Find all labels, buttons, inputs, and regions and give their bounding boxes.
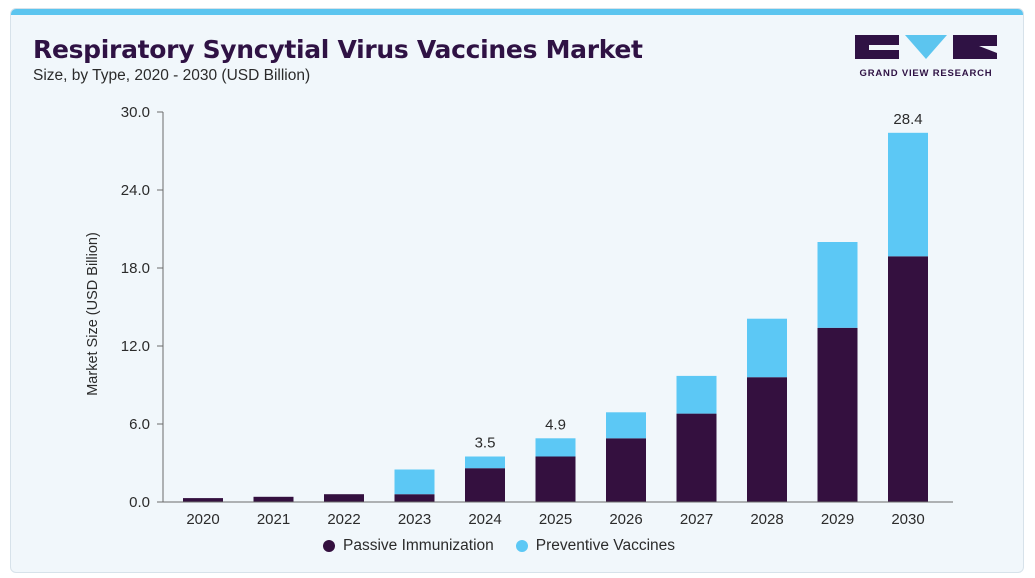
bar-preventive-2026 xyxy=(606,412,646,439)
bar-preventive-2027 xyxy=(676,375,717,414)
bar-preventive-2029 xyxy=(817,242,858,328)
x-tick-label: 2023 xyxy=(398,511,431,528)
chart-subtitle: Size, by Type, 2020 - 2030 (USD Billion) xyxy=(33,67,311,84)
legend-label-preventive: Preventive Vaccines xyxy=(535,537,676,554)
x-tick-label: 2029 xyxy=(821,511,854,528)
chart-card: Respiratory Syncytial Virus Vaccines Mar… xyxy=(10,8,1024,573)
legend-swatch-preventive xyxy=(515,540,528,552)
bar-preventive-2025 xyxy=(535,438,576,457)
bar-passive-2027 xyxy=(676,413,717,502)
logo-mark-icon xyxy=(855,35,997,59)
x-tick-label: 2028 xyxy=(750,511,783,528)
bar-preventive-2028 xyxy=(747,318,787,378)
x-tick-label: 2020 xyxy=(186,511,219,528)
y-axis-label: Market Size (USD Billion) xyxy=(85,232,101,396)
x-tick-label: 2030 xyxy=(891,511,924,528)
y-tick-label: 18.0 xyxy=(121,260,150,277)
x-tick-label: 2027 xyxy=(680,511,713,528)
bar-passive-2020 xyxy=(183,498,223,502)
legend-item-preventive: Preventive Vaccines xyxy=(515,537,676,555)
bar-passive-2026 xyxy=(606,438,646,502)
x-tick-label: 2021 xyxy=(257,511,290,528)
legend-item-passive: Passive Immunization xyxy=(323,537,494,555)
x-tick-label: 2026 xyxy=(609,511,642,528)
y-tick-label: 0.0 xyxy=(129,494,150,511)
accent-bar xyxy=(11,9,1023,15)
bar-passive-2029 xyxy=(817,327,858,502)
bar-passive-2023 xyxy=(394,494,435,502)
bar-passive-2024 xyxy=(465,468,505,502)
data-label-2024: 3.5 xyxy=(475,435,496,452)
y-tick-label: 12.0 xyxy=(121,338,150,355)
chart-legend: Passive Immunization Preventive Vaccines xyxy=(323,537,675,555)
x-tick-label: 2022 xyxy=(327,511,360,528)
bar-preventive-2023 xyxy=(394,469,435,495)
legend-swatch-passive xyxy=(323,540,335,552)
legend-label-passive: Passive Immunization xyxy=(343,537,494,554)
grand-view-research-logo: GRAND VIEW RESEARCH xyxy=(855,35,997,83)
chart-title: Respiratory Syncytial Virus Vaccines Mar… xyxy=(33,35,643,64)
bar-passive-2021 xyxy=(253,496,294,502)
y-tick-label: 6.0 xyxy=(129,416,150,433)
data-label-2025: 4.9 xyxy=(545,416,566,433)
x-tick-label: 2024 xyxy=(468,511,501,528)
y-tick-label: 30.0 xyxy=(121,104,150,121)
bar-preventive-2030 xyxy=(888,132,928,257)
x-tick-label: 2025 xyxy=(539,511,572,528)
data-label-2030: 28.4 xyxy=(893,111,922,128)
bar-preventive-2024 xyxy=(465,456,505,469)
bar-passive-2030 xyxy=(888,256,928,502)
y-tick-label: 24.0 xyxy=(121,182,150,199)
bar-chart: 0.0 6.0 12.0 18.0 24.0 30.0 2020 2021 2022 2023 2… xyxy=(85,104,953,528)
bar-passive-2028 xyxy=(747,377,787,502)
bar-passive-2022 xyxy=(324,494,364,502)
bar-passive-2025 xyxy=(535,456,576,502)
logo-text: GRAND VIEW RESEARCH xyxy=(859,68,993,79)
